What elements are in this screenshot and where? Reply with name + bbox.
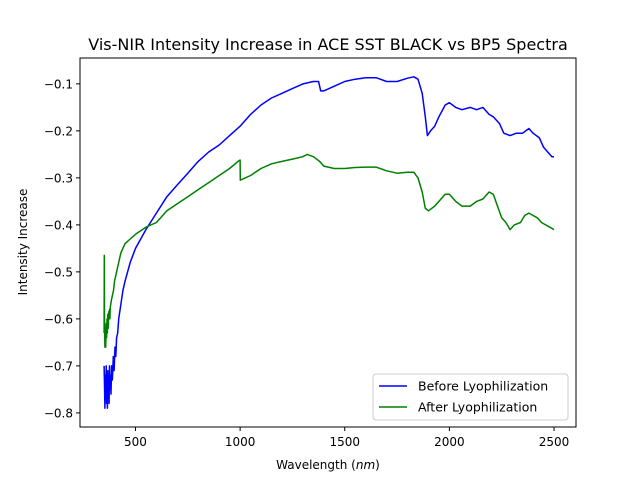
y-tick-label: −0.6	[44, 312, 73, 326]
series-layer	[103, 76, 555, 409]
y-tick-label: −0.8	[44, 406, 73, 420]
x-tick-label: 1500	[329, 435, 360, 449]
y-tick-label: −0.5	[44, 265, 73, 279]
legend: Before Lyophilization After Lyophilizati…	[372, 373, 569, 421]
x-axis-label-suffix: )	[375, 458, 380, 472]
y-axis: −0.8 −0.7 −0.6 −0.5 −0.4 −0.3 −0.2 −0.1	[44, 77, 80, 420]
plot-area	[79, 57, 577, 428]
y-tick-label: −0.4	[44, 218, 73, 232]
y-tick-label: −0.2	[44, 124, 73, 138]
legend-box	[372, 373, 569, 421]
x-axis-label-unit: nm	[356, 458, 375, 472]
chart-title: Vis-NIR Intensity Increase in ACE SST BL…	[88, 35, 568, 54]
plot-background	[80, 58, 576, 427]
x-tick-label: 1000	[225, 435, 256, 449]
x-axis: 500 1000 1500 2000 2500	[124, 427, 569, 449]
y-tick-label: −0.3	[44, 171, 73, 185]
x-tick-label: 2000	[434, 435, 465, 449]
legend-label-after: After Lyophilization	[418, 400, 537, 415]
series-line-after	[103, 153, 555, 348]
legend-label-before: Before Lyophilization	[418, 379, 548, 394]
x-axis-label: Wavelength (nm)	[276, 458, 380, 472]
y-tick-label: −0.1	[44, 77, 73, 91]
series-line-before	[103, 76, 554, 409]
y-axis-label: Intensity Increase	[16, 189, 30, 296]
y-tick-label: −0.7	[44, 359, 73, 373]
x-tick-label: 500	[124, 435, 147, 449]
x-axis-label-prefix: Wavelength (	[276, 458, 356, 472]
plot-frame	[79, 57, 577, 428]
x-tick-label: 2500	[539, 435, 570, 449]
